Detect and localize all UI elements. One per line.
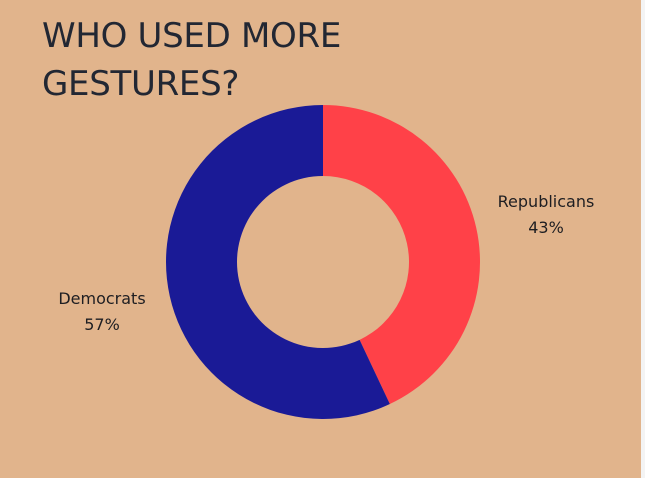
chart-title: WHO USED MORE GESTURES? <box>42 12 341 108</box>
slice-label-republicans-value: 43% <box>528 218 564 237</box>
right-edge-strip <box>641 0 645 478</box>
chart-title-line-2: GESTURES? <box>42 64 240 104</box>
slice-label-republicans-name: Republicans <box>498 192 595 211</box>
slice-republicans <box>323 105 481 405</box>
slice-label-democrats-name: Democrats <box>58 289 145 308</box>
chart-title-line-1: WHO USED MORE <box>42 16 341 56</box>
donut-slices <box>166 105 481 420</box>
slice-democrats <box>166 105 390 420</box>
slice-label-democrats-value: 57% <box>84 315 120 334</box>
slice-labels: Republicans 43% Democrats 57% <box>58 192 594 334</box>
